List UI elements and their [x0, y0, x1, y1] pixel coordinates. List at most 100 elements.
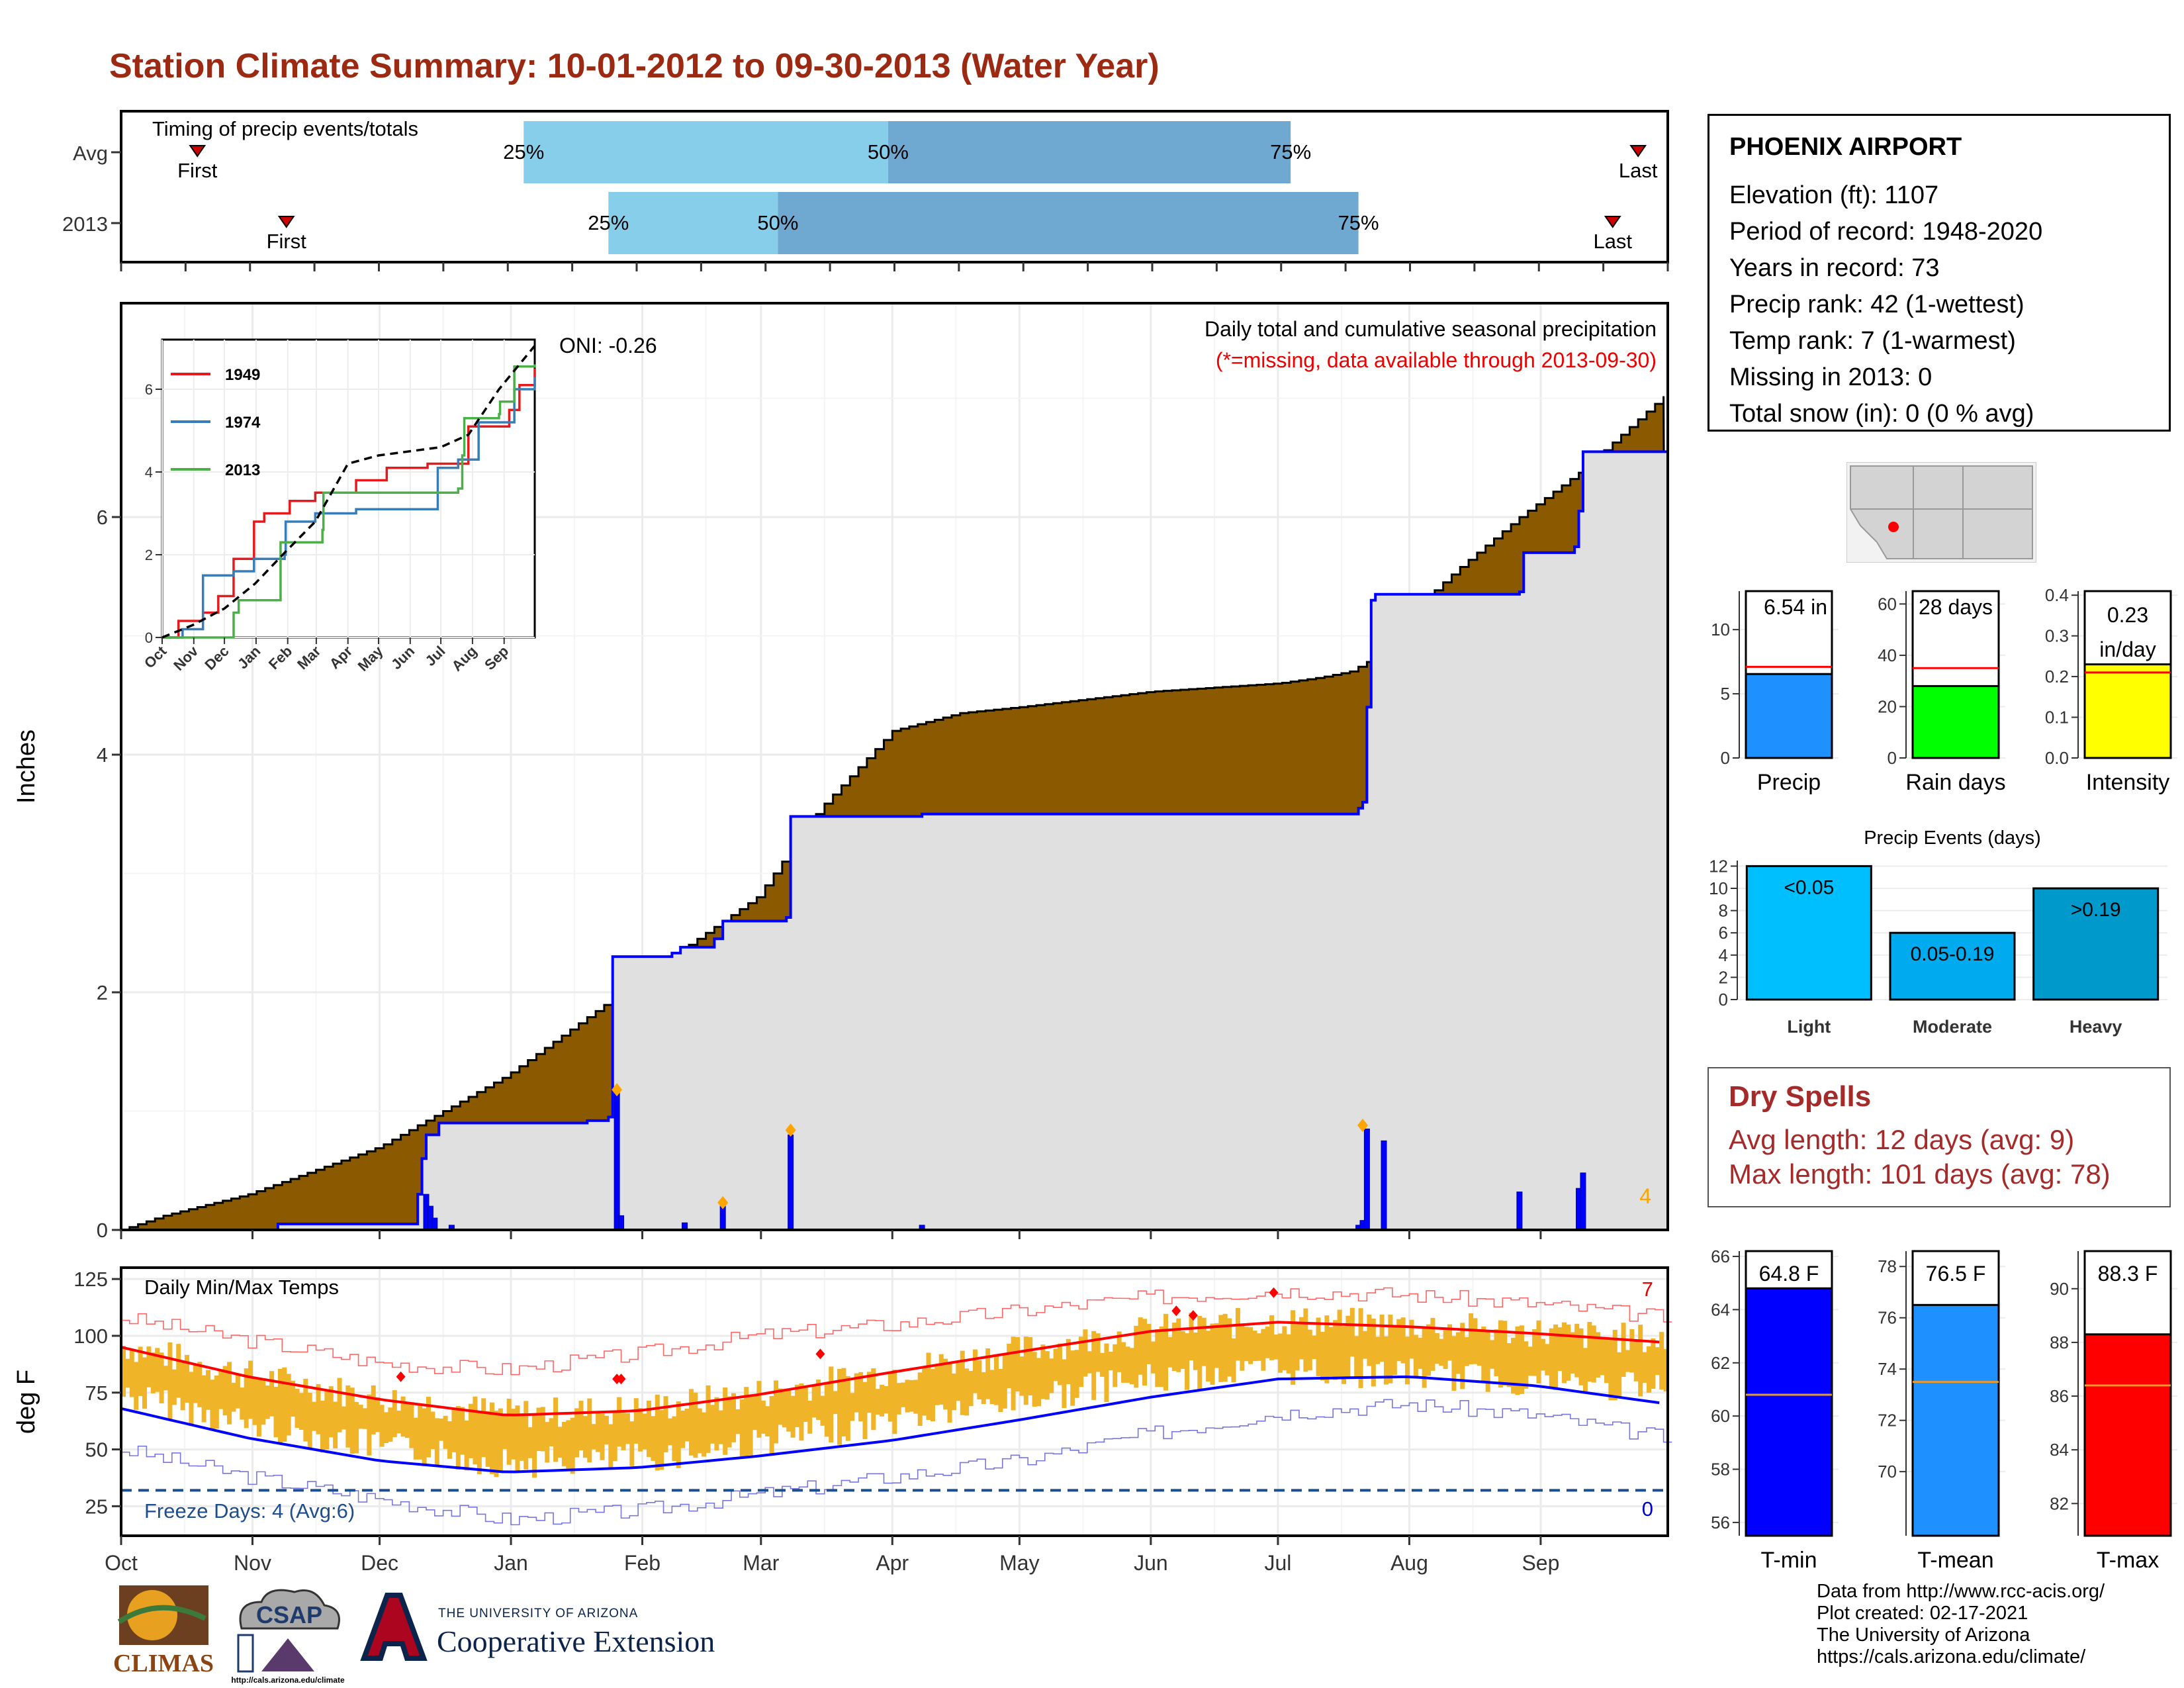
daily-temp-bar: [418, 1404, 423, 1460]
stat-intensity-tick-label: 0.1: [2045, 708, 2069, 727]
daily-temp-bar: [1642, 1352, 1647, 1383]
daily-temp-bar: [1273, 1335, 1279, 1360]
daily-temp-bar: [617, 1397, 622, 1447]
daily-temp-bar: [892, 1370, 897, 1434]
daily-precip-bar: [1363, 1128, 1370, 1231]
daily-temp-bar: [930, 1369, 935, 1422]
daily-temp-bar: [155, 1348, 160, 1392]
daily-temp-bar: [854, 1373, 859, 1413]
climas-logo: CLIMAS: [106, 1582, 222, 1681]
daily-temp-bar: [697, 1408, 702, 1454]
daily-temp-bar: [1007, 1343, 1012, 1389]
temp-stat-t-min-tick-label: 66: [1711, 1246, 1730, 1266]
daily-temp-bar: [1040, 1344, 1046, 1399]
timing-first-label: First: [267, 230, 307, 253]
daily-temp-bar: [642, 1413, 647, 1450]
daily-temp-bar: [1549, 1328, 1554, 1389]
daily-temp-bar: [1044, 1351, 1050, 1400]
main-y-tick-label: 0: [97, 1219, 108, 1242]
events-tick-label: 4: [1719, 945, 1728, 965]
month-tick-label: Sep: [1522, 1551, 1559, 1575]
station-missing: Missing in 2013: 0: [1729, 363, 1933, 391]
daily-temp-bar: [549, 1418, 554, 1446]
stat-precip-value-bar: [1745, 673, 1833, 759]
daily-temp-bar: [1291, 1310, 1296, 1385]
daily-temp-bar: [473, 1396, 478, 1465]
record-high-count: 7: [1642, 1278, 1653, 1301]
events-tick-label: 6: [1719, 923, 1728, 943]
daily-temp-bar: [222, 1366, 228, 1416]
timing-p75-label: 75%: [1270, 140, 1311, 164]
daily-temp-bar: [1375, 1336, 1381, 1364]
inset-series-2013: [162, 364, 536, 639]
daily-temp-bar: [455, 1406, 461, 1470]
daily-temp-bar: [197, 1362, 203, 1407]
daily-temp-bar: [1295, 1324, 1300, 1371]
daily-temp-bar: [392, 1390, 397, 1438]
daily-temp-bar: [298, 1393, 304, 1430]
daily-temp-bar: [511, 1409, 516, 1460]
daily-temp-bar: [905, 1380, 910, 1413]
daily-temp-bar: [1023, 1336, 1028, 1405]
daily-temp-bar: [227, 1362, 232, 1425]
daily-temp-bar: [1171, 1323, 1177, 1372]
daily-temp-bar: [430, 1411, 435, 1449]
daily-temp-bar: [383, 1412, 388, 1444]
daily-temp-bar: [1222, 1313, 1228, 1382]
daily-temp-bar: [1256, 1333, 1261, 1361]
daily-temp-bar: [1392, 1325, 1397, 1376]
csap-logo: CSAP http://cals.arizona.edu/climate: [228, 1582, 347, 1685]
inset-y-tick-label: 2: [145, 547, 153, 563]
daily-temp-bar: [1655, 1347, 1660, 1376]
daily-temp-bar: [837, 1369, 842, 1445]
main-y-axis-label: Inches: [13, 729, 40, 804]
daily-temp-bar: [1337, 1309, 1342, 1380]
main-panel-frame: [120, 302, 1669, 1231]
daily-temp-bar: [1058, 1343, 1063, 1385]
daily-temp-bar: [871, 1368, 876, 1430]
location-map-graphic: [1847, 463, 2036, 562]
timing-panel-label: Timing of precip events/totals: [152, 117, 418, 140]
daily-temp-bar: [1400, 1317, 1406, 1364]
daily-temp-bar: [1617, 1352, 1622, 1398]
daily-temp-bar: [621, 1413, 626, 1450]
daily-temp-bar: [587, 1398, 592, 1463]
temp-stat-t-mean-tick-label: 76: [1878, 1308, 1897, 1328]
daily-temp-bar: [1129, 1348, 1134, 1385]
daily-temp-bar: [447, 1421, 453, 1459]
temp-stat-t-max-tick-label: 88: [2050, 1333, 2069, 1352]
daily-temp-bar: [1481, 1326, 1486, 1383]
daily-temp-bar: [795, 1384, 800, 1427]
temp-stat-t-min-tick-label: 60: [1711, 1406, 1730, 1426]
events-bar-label: 0.05-0.19: [1911, 943, 1995, 965]
daily-temp-bar: [1083, 1329, 1088, 1377]
temp-stat-t-max-tick-label: 82: [2050, 1493, 2069, 1513]
temp-y-tick-label: 75: [85, 1382, 108, 1405]
daily-temp-bar: [163, 1366, 169, 1391]
stat-rain-days-tick-label: 60: [1878, 594, 1897, 614]
daily-temp-bar: [1303, 1308, 1308, 1372]
daily-temp-bar: [367, 1394, 372, 1456]
daily-temp-bar: [998, 1368, 1003, 1412]
stat-intensity-tick-label: 0.4: [2045, 585, 2069, 605]
daily-temp-bar: [523, 1401, 529, 1470]
daily-temp-bar: [134, 1362, 139, 1410]
daily-temp-bar: [625, 1413, 630, 1444]
daily-temp-bar: [1062, 1359, 1067, 1409]
daily-temp-bar: [201, 1375, 206, 1423]
daily-temp-bar: [1578, 1328, 1584, 1385]
daily-temp-bar: [214, 1376, 219, 1429]
daily-temp-bar: [1091, 1331, 1097, 1400]
daily-temp-bar: [760, 1400, 766, 1434]
daily-temp-bar: [469, 1403, 474, 1458]
daily-temp-bar: [337, 1378, 342, 1432]
daily-temp-bar: [884, 1385, 889, 1414]
stat-precip-tick-label: 0: [1721, 748, 1730, 768]
daily-temp-bar: [1413, 1335, 1418, 1379]
timing-p25-label: 25%: [588, 211, 629, 234]
daily-temp-bar: [536, 1407, 541, 1451]
stat-rain-days-tick-label: 40: [1878, 645, 1897, 665]
daily-temp-bar: [1235, 1307, 1240, 1361]
daily-temp-bar: [261, 1379, 266, 1425]
